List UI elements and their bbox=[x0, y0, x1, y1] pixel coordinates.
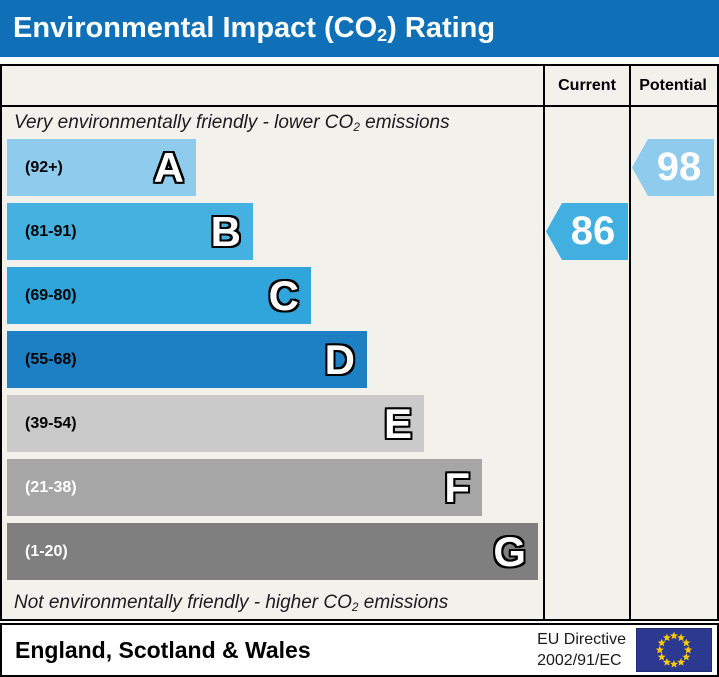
co2-subscript: 2 bbox=[351, 601, 359, 615]
band-letter: F bbox=[444, 464, 470, 511]
band-letter: A bbox=[153, 144, 184, 191]
band-row-d: (55-68) D bbox=[7, 331, 543, 388]
band-bar-f: (21-38) F bbox=[7, 459, 482, 516]
co2-subscript: 2 bbox=[377, 24, 388, 45]
current-rating-pointer: 86 bbox=[546, 203, 628, 260]
band-range-label: (92+) bbox=[25, 158, 63, 176]
bottom-note: Not environmentally friendly - higher CO… bbox=[14, 592, 449, 615]
eu-directive-label: EU Directive 2002/91/EC bbox=[537, 631, 626, 669]
band-letter: D bbox=[324, 336, 355, 383]
band-range-label: (39-54) bbox=[25, 414, 77, 432]
band-bar-g: (1-20) G bbox=[7, 523, 538, 580]
band-range-label: (1-20) bbox=[25, 542, 68, 560]
bands-cell: Very environmentally friendly - lower CO… bbox=[2, 107, 545, 619]
eu-flag-icon bbox=[636, 628, 712, 672]
band-row-c: (69-80) C bbox=[7, 267, 543, 324]
band-letter: B bbox=[210, 208, 241, 255]
page-title: Environmental Impact (CO2) Rating bbox=[0, 0, 719, 57]
band-row-b: (81-91) B bbox=[7, 203, 543, 260]
band-letter: E bbox=[383, 400, 412, 447]
header-cell-potential: Potential bbox=[639, 76, 707, 94]
footer: England, Scotland & Wales EU Directive 2… bbox=[0, 623, 719, 677]
band-row-f: (21-38) F bbox=[7, 459, 543, 516]
table-body-row: Very environmentally friendly - lower CO… bbox=[2, 107, 717, 619]
top-note: Very environmentally friendly - lower CO… bbox=[14, 112, 450, 135]
band-range-label: (81-91) bbox=[25, 222, 77, 240]
band-bar-a: (92+) A bbox=[7, 139, 196, 196]
band-letter: G bbox=[493, 528, 526, 575]
table-header-row: Current Potential bbox=[2, 66, 717, 107]
band-letter: C bbox=[268, 272, 299, 319]
region-label: England, Scotland & Wales bbox=[15, 636, 311, 663]
band-row-e: (39-54) E bbox=[7, 395, 543, 452]
band-row-a: (92+) A bbox=[7, 139, 543, 196]
rating-table: Current Potential Very environmentally f… bbox=[0, 64, 719, 621]
band-bar-c: (69-80) C bbox=[7, 267, 311, 324]
potential-column: 98 bbox=[631, 107, 715, 619]
rating-bands: (92+) A (81-91) B (69-80) C (55-68) D (39-54) E (2… bbox=[2, 139, 543, 580]
band-bar-d: (55-68) D bbox=[7, 331, 367, 388]
co2-subscript: 2 bbox=[353, 121, 360, 135]
page-title-text: Environmental Impact (CO bbox=[13, 12, 378, 44]
band-range-label: (55-68) bbox=[25, 350, 77, 368]
band-row-g: (1-20) G bbox=[7, 523, 543, 580]
band-range-label: (21-38) bbox=[25, 478, 77, 496]
band-bar-e: (39-54) E bbox=[7, 395, 424, 452]
band-bar-b: (81-91) B bbox=[7, 203, 253, 260]
potential-rating-pointer: 98 bbox=[632, 139, 714, 196]
band-range-label: (69-80) bbox=[25, 286, 77, 304]
current-column: 86 bbox=[545, 107, 631, 619]
header-cell-empty bbox=[2, 66, 545, 105]
header-cell-current: Current bbox=[545, 66, 631, 105]
